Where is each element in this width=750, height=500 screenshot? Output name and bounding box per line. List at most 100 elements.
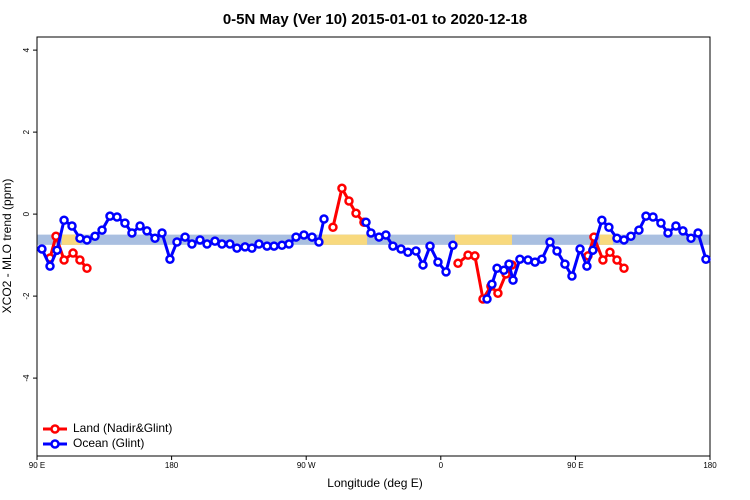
data-point	[319, 214, 329, 224]
data-point	[269, 241, 279, 251]
y-tick-label: -2	[22, 292, 31, 300]
band-highlight	[455, 234, 512, 245]
data-point	[127, 228, 137, 238]
legend-marker	[50, 424, 60, 434]
data-point	[165, 254, 175, 264]
data-point	[232, 243, 242, 253]
data-point	[545, 237, 555, 247]
band-highlight	[61, 234, 80, 245]
y-tick-label: 4	[22, 47, 31, 52]
x-tick-label: 180	[165, 461, 179, 470]
data-point	[180, 232, 190, 242]
band-highlight	[321, 234, 368, 245]
data-point	[172, 237, 182, 247]
data-point	[598, 255, 608, 265]
data-point	[247, 243, 257, 253]
data-point	[284, 239, 294, 249]
plot-frame	[36, 36, 711, 457]
data-point	[418, 260, 428, 270]
data-point	[37, 244, 47, 254]
data-point	[337, 183, 347, 194]
data-point	[612, 255, 622, 265]
data-point	[217, 239, 227, 249]
data-point	[441, 267, 451, 277]
legend-label: Land (Nadir&Glint)	[73, 421, 172, 435]
y-tick-label: 0	[22, 211, 31, 216]
data-point	[68, 248, 78, 258]
legend-label: Ocean (Glint)	[73, 436, 144, 450]
reference-band	[37, 234, 710, 245]
x-tick-label: 90 W	[297, 461, 316, 470]
data-point	[605, 247, 615, 257]
data-point	[499, 265, 509, 276]
data-point	[75, 255, 85, 265]
data-point	[67, 221, 77, 231]
data-point	[515, 254, 525, 264]
data-point	[52, 245, 62, 255]
y-tick-label: 2	[22, 129, 31, 134]
data-point	[678, 226, 688, 236]
x-tick-label: 0	[439, 461, 444, 470]
x-tick-label: 90 E	[29, 461, 45, 470]
band-highlight	[599, 234, 613, 245]
data-point	[604, 222, 614, 232]
data-point	[82, 235, 92, 245]
data-point	[597, 215, 607, 226]
data-point	[493, 288, 503, 298]
data-point	[381, 230, 391, 240]
data-point	[351, 208, 361, 219]
x-tick-label: 180	[703, 461, 717, 470]
data-point	[656, 218, 666, 228]
data-point	[314, 237, 324, 247]
data-point	[504, 259, 514, 269]
data-point	[291, 232, 301, 242]
y-tick-label: -4	[22, 374, 31, 382]
data-point	[626, 231, 636, 242]
data-point	[619, 235, 629, 245]
data-point	[411, 246, 421, 256]
data-point	[634, 225, 644, 235]
data-point	[90, 231, 100, 242]
data-point	[187, 239, 197, 249]
data-point	[701, 254, 711, 264]
data-point	[225, 239, 235, 249]
data-point	[648, 212, 658, 222]
data-point	[433, 257, 443, 267]
data-point	[425, 241, 435, 251]
data-point	[686, 233, 696, 244]
data-point	[135, 221, 145, 231]
data-point	[582, 261, 592, 271]
data-point	[470, 251, 480, 261]
x-axis-label: Longitude (deg E)	[327, 476, 422, 490]
data-point	[693, 228, 703, 238]
data-point	[366, 228, 376, 238]
data-point	[567, 271, 577, 281]
x-tick-label: 90 E	[567, 461, 583, 470]
data-point	[59, 215, 69, 226]
data-point	[307, 232, 317, 242]
data-point	[328, 222, 338, 232]
data-point	[619, 263, 629, 273]
data-point	[487, 279, 497, 289]
data-point	[403, 247, 413, 257]
chart-title: 0-5N May (Ver 10) 2015-01-01 to 2020-12-…	[223, 11, 527, 28]
data-point	[344, 196, 354, 206]
data-point	[254, 239, 264, 249]
data-point	[560, 259, 570, 269]
legend-marker	[50, 439, 60, 449]
data-point	[482, 294, 492, 304]
data-point	[299, 230, 309, 240]
data-point	[537, 254, 547, 264]
data-point	[575, 244, 585, 254]
data-point	[157, 228, 167, 238]
data-point	[82, 263, 92, 273]
data-point	[142, 226, 152, 236]
data-point	[361, 217, 371, 228]
data-point	[195, 235, 205, 245]
data-point	[448, 240, 458, 251]
data-point	[150, 233, 160, 244]
data-point	[388, 241, 398, 251]
data-point	[663, 228, 673, 238]
y-axis-label: XCO2 - MLO trend (ppm)	[0, 179, 14, 314]
